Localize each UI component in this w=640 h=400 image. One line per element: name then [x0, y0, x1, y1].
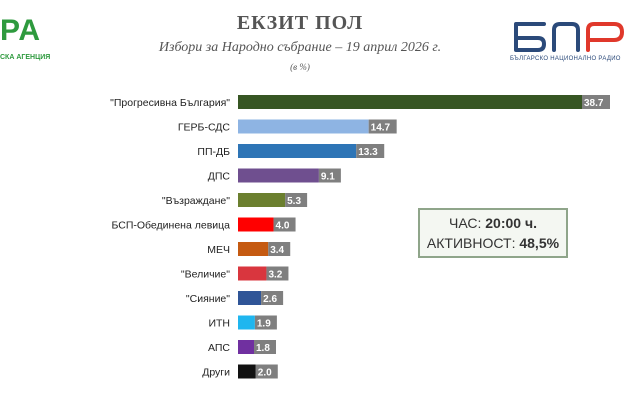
value-label-bg: [268, 242, 291, 256]
value-label: 13.3: [358, 147, 378, 158]
bar: [238, 119, 369, 134]
bta-logo: РА СКА АГЕНЦИЯ: [0, 14, 70, 64]
bta-logo-text: РА: [0, 14, 42, 47]
value-label-bg: [368, 119, 397, 134]
value-label-bg: [254, 340, 276, 354]
bnr-logo-caption: БЪЛГАРСКО НАЦИОНАЛНО РАДИО: [510, 56, 621, 62]
info-box: ЧАС: 20:00 ч. АКТИВНОСТ: 48,5%: [418, 208, 568, 258]
value-label-bg: [266, 266, 289, 281]
time-label: ЧАС:: [449, 215, 482, 231]
unit-label: (в %): [290, 62, 310, 72]
category-label: Други: [202, 367, 230, 379]
bnr-logo: БЪЛГАРСКО НАЦИОНАЛНО РАДИО: [510, 20, 630, 70]
category-label: АПС: [208, 342, 230, 354]
value-label: 38.7: [584, 98, 604, 109]
value-label-bg: [285, 193, 308, 207]
chart-title: ЕКЗИТ ПОЛ: [236, 12, 364, 34]
category-label: МЕЧ: [207, 244, 230, 256]
value-label: 3.4: [270, 245, 284, 256]
bar: [238, 315, 255, 330]
category-label: "Величие": [181, 269, 230, 281]
bar: [238, 242, 269, 256]
value-label-bg: [273, 217, 296, 232]
category-label: "Възраждане": [162, 195, 230, 207]
value-label-bg: [356, 144, 385, 158]
value-label: 14.7: [371, 123, 391, 134]
value-label: 2.0: [258, 368, 272, 379]
bta-logo-caption: СКА АГЕНЦИЯ: [0, 54, 51, 61]
value-label: 2.6: [263, 294, 277, 305]
category-label: ИТН: [208, 318, 230, 330]
value-label-bg: [318, 168, 341, 183]
bar: [238, 95, 582, 109]
category-label: ГЕРБ-СДС: [178, 122, 231, 134]
category-label: ДПС: [208, 171, 231, 183]
category-label: БСП-Обединена левица: [111, 220, 230, 232]
category-label: "Сияние": [186, 293, 230, 305]
value-label: 9.1: [321, 172, 335, 183]
value-label-bg: [254, 315, 277, 330]
bnr-logo-mark: [514, 22, 625, 52]
value-label: 3.2: [268, 270, 282, 281]
bar: [238, 340, 254, 354]
turnout-label: АКТИВНОСТ:: [426, 235, 516, 251]
chart-subtitle: Избори за Народно събрание – 19 април 20…: [158, 40, 442, 55]
value-label-bg: [255, 364, 278, 379]
value-label: 1.8: [256, 343, 270, 354]
category-label: ПП-ДБ: [197, 146, 230, 158]
bar: [238, 193, 286, 207]
bar: [238, 168, 319, 183]
bar: [238, 291, 262, 305]
bar: [238, 364, 256, 379]
time-row: ЧАС: 20:00 ч.: [420, 215, 566, 231]
value-label: 5.3: [287, 196, 301, 207]
value-label: 4.0: [276, 221, 290, 232]
time-value: 20:00 ч.: [485, 215, 537, 231]
bar: [238, 217, 274, 232]
bar: [238, 266, 267, 281]
bar: [238, 144, 357, 158]
category-label: "Прогресивна България": [110, 97, 230, 109]
turnout-row: АКТИВНОСТ: 48,5%: [420, 235, 566, 251]
value-label: 1.9: [257, 319, 271, 330]
value-label-bg: [261, 291, 284, 305]
value-label-bg: [582, 95, 610, 109]
turnout-value: 48,5%: [519, 235, 560, 251]
